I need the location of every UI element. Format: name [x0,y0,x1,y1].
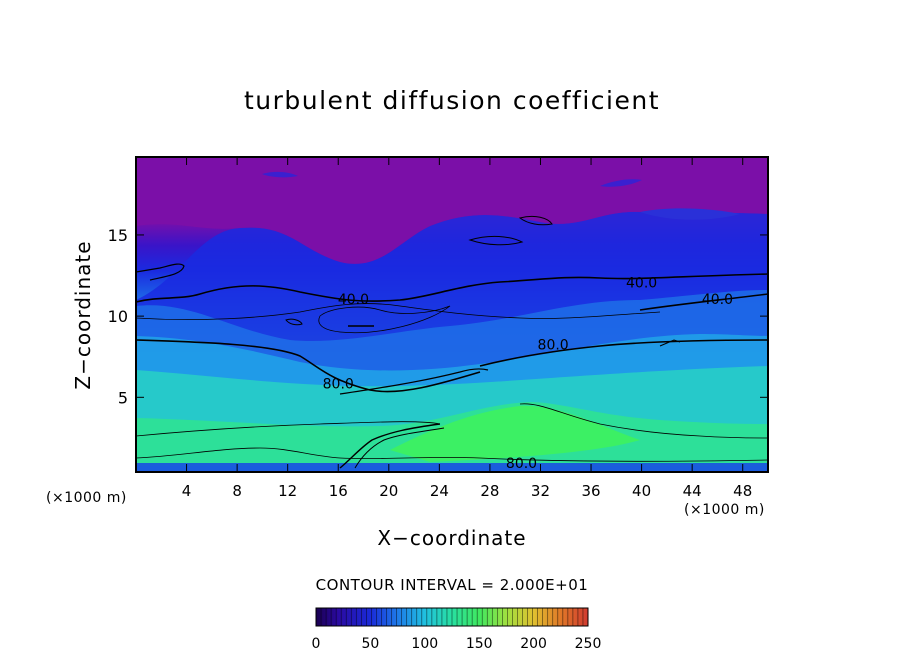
contour-line [136,273,768,303]
colorbar-tick-label: 150 [466,636,493,652]
y-tick-label: 5 [118,388,128,407]
colorbar-frame [315,607,589,627]
x-tick-label: 40 [632,482,651,500]
contour-line [639,293,768,311]
x-tick-label: 32 [531,482,550,500]
x-tick-label: 8 [232,482,242,500]
plot-frame [135,156,769,473]
x-axis-label: X−coordinate [377,526,527,550]
contour-line [318,305,451,334]
x-tick-label: 4 [182,482,192,500]
contour-label: 40.0 [702,292,733,308]
x-tick-label: 28 [480,482,499,500]
contour-label: 80.0 [538,337,569,353]
contour-line [136,303,661,320]
contour-label: 80.0 [506,456,537,472]
wisp [640,208,740,220]
y-tick-label: 15 [108,226,128,245]
contour-line [519,403,768,439]
contour-line [136,263,185,281]
contour-line [285,318,303,326]
y-axis-label: Z−coordinate [71,240,95,390]
colorbar-tick-label: 200 [520,636,547,652]
contour-label: 40.0 [626,276,657,292]
x-tick-label: 16 [329,482,348,500]
contour-line [659,339,681,347]
x-unit-label: (×1000 m) [46,490,127,506]
contour-line [479,339,768,367]
colorbar-tick-label: 0 [312,636,321,652]
contour-line [339,368,489,395]
wisp [600,179,642,187]
x-tick-label: 44 [683,482,702,500]
colorbar-tick-label: 100 [411,636,438,652]
wisp [262,171,298,178]
x-tick-label: 36 [581,482,600,500]
contour-line [136,339,481,393]
contour-line [136,421,441,437]
contour-label: 80.0 [323,376,354,392]
contour-line [354,427,445,469]
contour-line [339,423,441,469]
contour-line [136,447,768,462]
contour-line [518,215,553,226]
x-tick-label: 48 [733,482,752,500]
surface-blue-layer [136,463,768,472]
y-tick-label: 10 [108,307,128,326]
colorbar-tick-label: 250 [575,636,602,652]
x-tick-label: 20 [379,482,398,500]
contour-interval-text: CONTOUR INTERVAL = 2.000E+01 [315,576,589,594]
contour-label: 40.0 [338,292,369,308]
x-tick-label: 24 [430,482,449,500]
bright-green-blob [390,405,640,462]
y-unit-label: (×1000 m) [684,502,765,518]
contour-line [468,235,524,246]
chart-title: turbulent diffusion coefficient [243,86,661,115]
colorbar-tick-label: 50 [361,636,379,652]
x-tick-label: 12 [278,482,297,500]
